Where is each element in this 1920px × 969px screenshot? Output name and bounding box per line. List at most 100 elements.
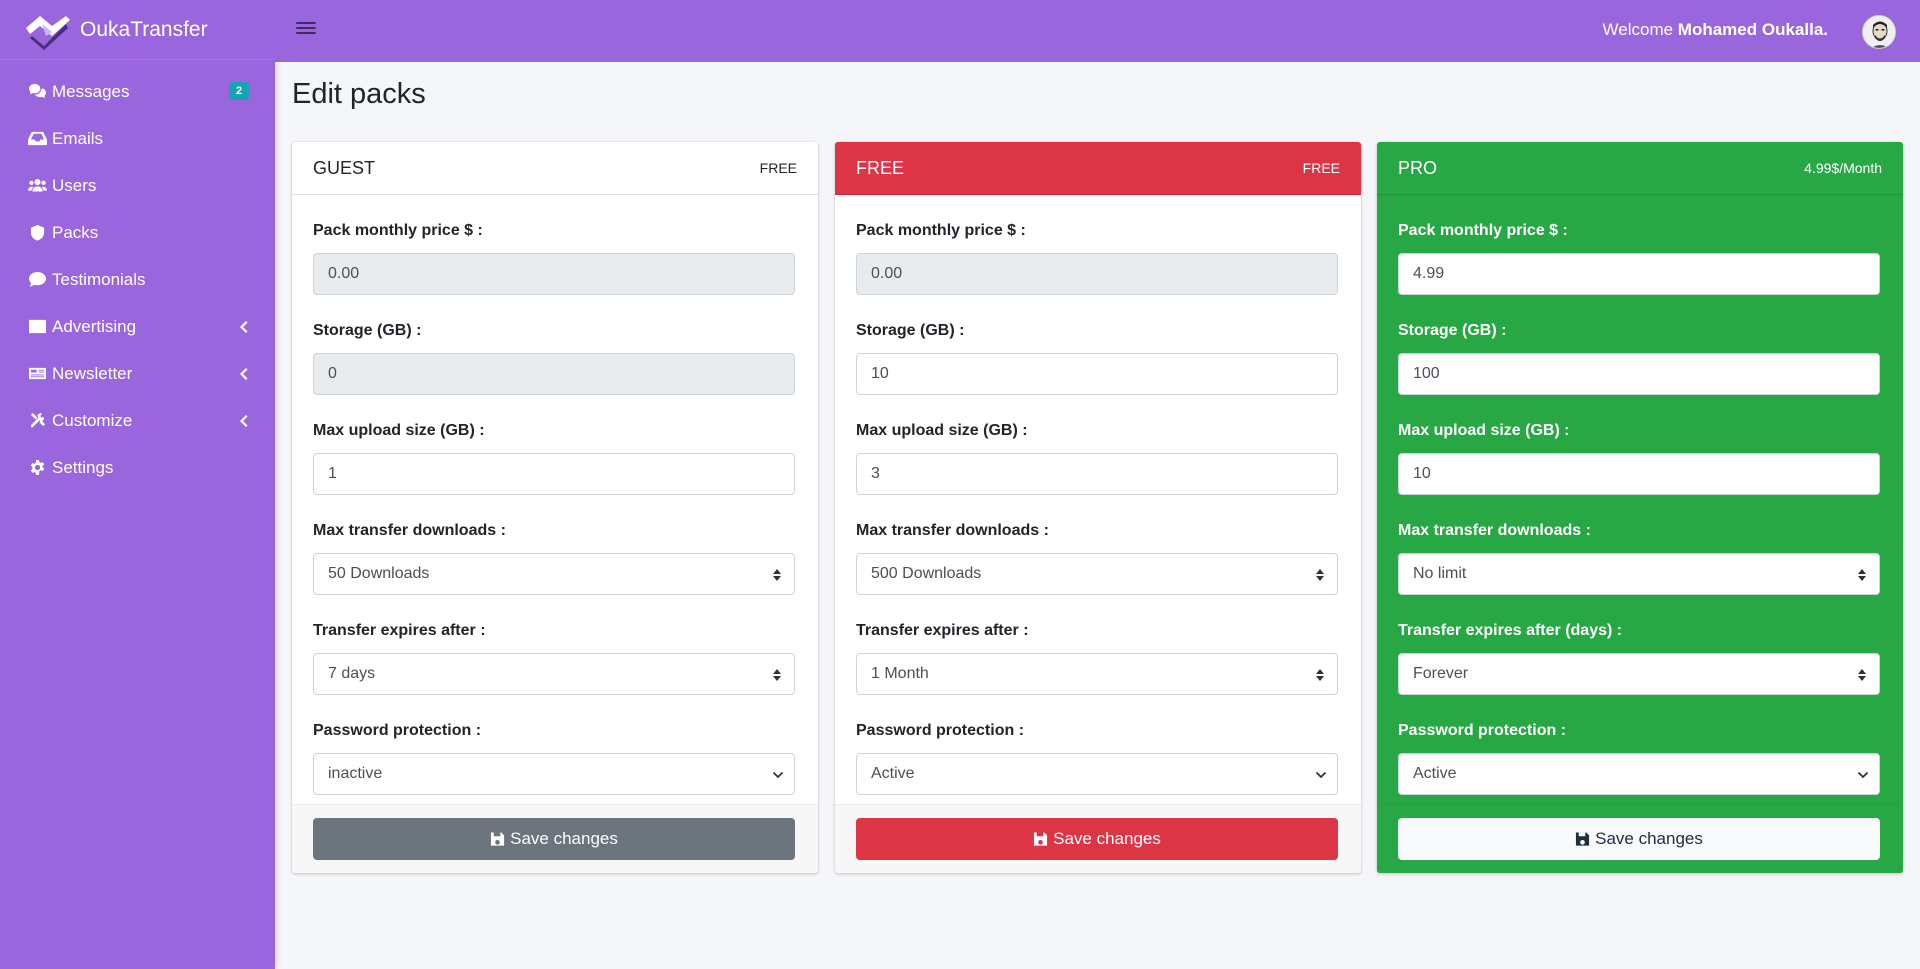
pack-card-guest: GUEST FREE Pack monthly price $ : 0.00 S… bbox=[292, 142, 818, 873]
downloads-label: Max transfer downloads : bbox=[856, 522, 1049, 539]
sort-arrows-icon bbox=[1316, 569, 1324, 581]
chevron-left-icon bbox=[237, 413, 251, 427]
sort-arrows-icon bbox=[1858, 669, 1866, 681]
newspaper-icon bbox=[26, 365, 48, 383]
sidebar-item-advertising[interactable]: Advertising bbox=[0, 303, 275, 350]
card-body: Pack monthly price $ : 0.00 Storage (GB)… bbox=[292, 195, 818, 816]
save-button[interactable]: Save changes bbox=[1398, 818, 1880, 860]
save-button[interactable]: Save changes bbox=[313, 818, 795, 860]
sidebar-item-label: Packs bbox=[52, 222, 99, 242]
welcome-prefix: Welcome bbox=[1602, 20, 1674, 39]
card-header: GUEST FREE bbox=[292, 142, 818, 195]
pack-card-pro: PRO 4.99$/Month Pack monthly price $ : 4… bbox=[1377, 142, 1903, 873]
chevron-down-icon bbox=[1315, 771, 1327, 779]
gear-icon bbox=[26, 459, 48, 477]
sidebar-item-newsletter[interactable]: Newsletter bbox=[0, 350, 275, 397]
sort-arrows-icon bbox=[773, 669, 781, 681]
downloads-select[interactable]: 500 Downloads bbox=[856, 553, 1338, 595]
price-label: Pack monthly price $ : bbox=[856, 222, 1026, 239]
sidebar-item-testimonials[interactable]: Testimonials bbox=[0, 256, 275, 303]
storage-group: Storage (GB) : 100 bbox=[1398, 322, 1882, 416]
welcome-message: Welcome Mohamed Oukalla. bbox=[1603, 20, 1828, 40]
password-group: Password protection : inactive bbox=[313, 722, 797, 816]
card-footer: Save changes bbox=[835, 804, 1361, 873]
card-footer: Save changes bbox=[292, 804, 818, 873]
sidebar-nav: Messages 2 Emails Users Packs Testimon bbox=[0, 60, 275, 491]
price-group: Pack monthly price $ : 0.00 bbox=[856, 222, 1340, 316]
storage-input[interactable]: 100 bbox=[1398, 353, 1880, 395]
storage-input[interactable]: 10 bbox=[856, 353, 1338, 395]
sidebar-item-label: Users bbox=[52, 175, 97, 195]
avatar[interactable] bbox=[1862, 15, 1896, 49]
sidebar-item-messages[interactable]: Messages 2 bbox=[0, 68, 275, 115]
sort-arrows-icon bbox=[773, 569, 781, 581]
storage-label: Storage (GB) : bbox=[1398, 322, 1507, 339]
sidebar-item-label: Customize bbox=[52, 410, 133, 430]
expires-group: Transfer expires after (days) : Forever bbox=[1398, 622, 1882, 716]
expires-group: Transfer expires after : 7 days bbox=[313, 622, 797, 716]
downloads-group: Max transfer downloads : 500 Downloads bbox=[856, 522, 1340, 616]
card-footer: Save changes bbox=[1377, 804, 1903, 873]
storage-group: Storage (GB) : 0 bbox=[313, 322, 797, 416]
price-group: Pack monthly price $ : 4.99 bbox=[1398, 222, 1882, 316]
upload-input[interactable]: 3 bbox=[856, 453, 1338, 495]
password-select[interactable]: Active bbox=[1398, 753, 1880, 795]
upload-group: Max upload size (GB) : 10 bbox=[1398, 422, 1882, 516]
expires-select[interactable]: Forever bbox=[1398, 653, 1880, 695]
password-select[interactable]: Active bbox=[856, 753, 1338, 795]
upload-input[interactable]: 10 bbox=[1398, 453, 1880, 495]
upload-label: Max upload size (GB) : bbox=[313, 422, 485, 439]
sidebar-item-emails[interactable]: Emails bbox=[0, 115, 275, 162]
sidebar-item-label: Newsletter bbox=[52, 363, 133, 383]
expires-label: Transfer expires after (days) : bbox=[1398, 622, 1623, 639]
brand-logo bbox=[26, 15, 70, 50]
ad-icon bbox=[26, 318, 48, 336]
comments-icon bbox=[26, 83, 48, 101]
expires-value: 7 days bbox=[328, 665, 376, 682]
upload-group: Max upload size (GB) : 1 bbox=[313, 422, 797, 516]
price-input: 0.00 bbox=[313, 253, 795, 295]
pack-name: FREE bbox=[856, 157, 905, 178]
expires-select[interactable]: 1 Month bbox=[856, 653, 1338, 695]
downloads-label: Max transfer downloads : bbox=[1398, 522, 1591, 539]
inbox-icon bbox=[26, 130, 48, 148]
sidebar-item-users[interactable]: Users bbox=[0, 162, 275, 209]
sidebar-item-settings[interactable]: Settings bbox=[0, 444, 275, 491]
storage-label: Storage (GB) : bbox=[856, 322, 965, 339]
price-input: 0.00 bbox=[856, 253, 1338, 295]
password-label: Password protection : bbox=[856, 722, 1025, 739]
sidebar-item-customize[interactable]: Customize bbox=[0, 397, 275, 444]
price-input[interactable]: 4.99 bbox=[1398, 253, 1880, 295]
upload-input[interactable]: 1 bbox=[313, 453, 795, 495]
password-select[interactable]: inactive bbox=[313, 753, 795, 795]
downloads-group: Max transfer downloads : No limit bbox=[1398, 522, 1882, 616]
downloads-group: Max transfer downloads : 50 Downloads bbox=[313, 522, 797, 616]
save-button[interactable]: Save changes bbox=[856, 818, 1338, 860]
card-header: FREE FREE bbox=[835, 142, 1361, 195]
downloads-select[interactable]: 50 Downloads bbox=[313, 553, 795, 595]
topbar: Welcome Mohamed Oukalla. bbox=[275, 0, 1920, 62]
downloads-value: No limit bbox=[1413, 565, 1467, 582]
sidebar-item-label: Testimonials bbox=[52, 269, 146, 289]
downloads-select[interactable]: No limit bbox=[1398, 553, 1880, 595]
shield-icon bbox=[26, 224, 48, 242]
password-group: Password protection : Active bbox=[1398, 722, 1882, 816]
sidebar-item-label: Emails bbox=[52, 128, 104, 148]
sort-arrows-icon bbox=[1858, 569, 1866, 581]
save-icon bbox=[1034, 832, 1048, 846]
menu-toggle-icon[interactable] bbox=[296, 19, 316, 39]
expires-label: Transfer expires after : bbox=[313, 622, 486, 639]
downloads-value: 50 Downloads bbox=[328, 565, 430, 582]
pack-name: GUEST bbox=[313, 157, 376, 178]
save-icon bbox=[1576, 832, 1590, 846]
messages-badge: 2 bbox=[229, 82, 249, 100]
card-header: PRO 4.99$/Month bbox=[1377, 142, 1903, 195]
save-button-label: Save changes bbox=[1595, 829, 1703, 848]
password-value: inactive bbox=[328, 765, 383, 782]
sidebar-item-packs[interactable]: Packs bbox=[0, 209, 275, 256]
brand[interactable]: OukaTransfer bbox=[0, 0, 275, 60]
user-name: Mohamed Oukalla. bbox=[1677, 20, 1828, 39]
page-title: Edit packs bbox=[292, 78, 426, 110]
expires-select[interactable]: 7 days bbox=[313, 653, 795, 695]
card-body: Pack monthly price $ : 0.00 Storage (GB)… bbox=[835, 195, 1361, 816]
